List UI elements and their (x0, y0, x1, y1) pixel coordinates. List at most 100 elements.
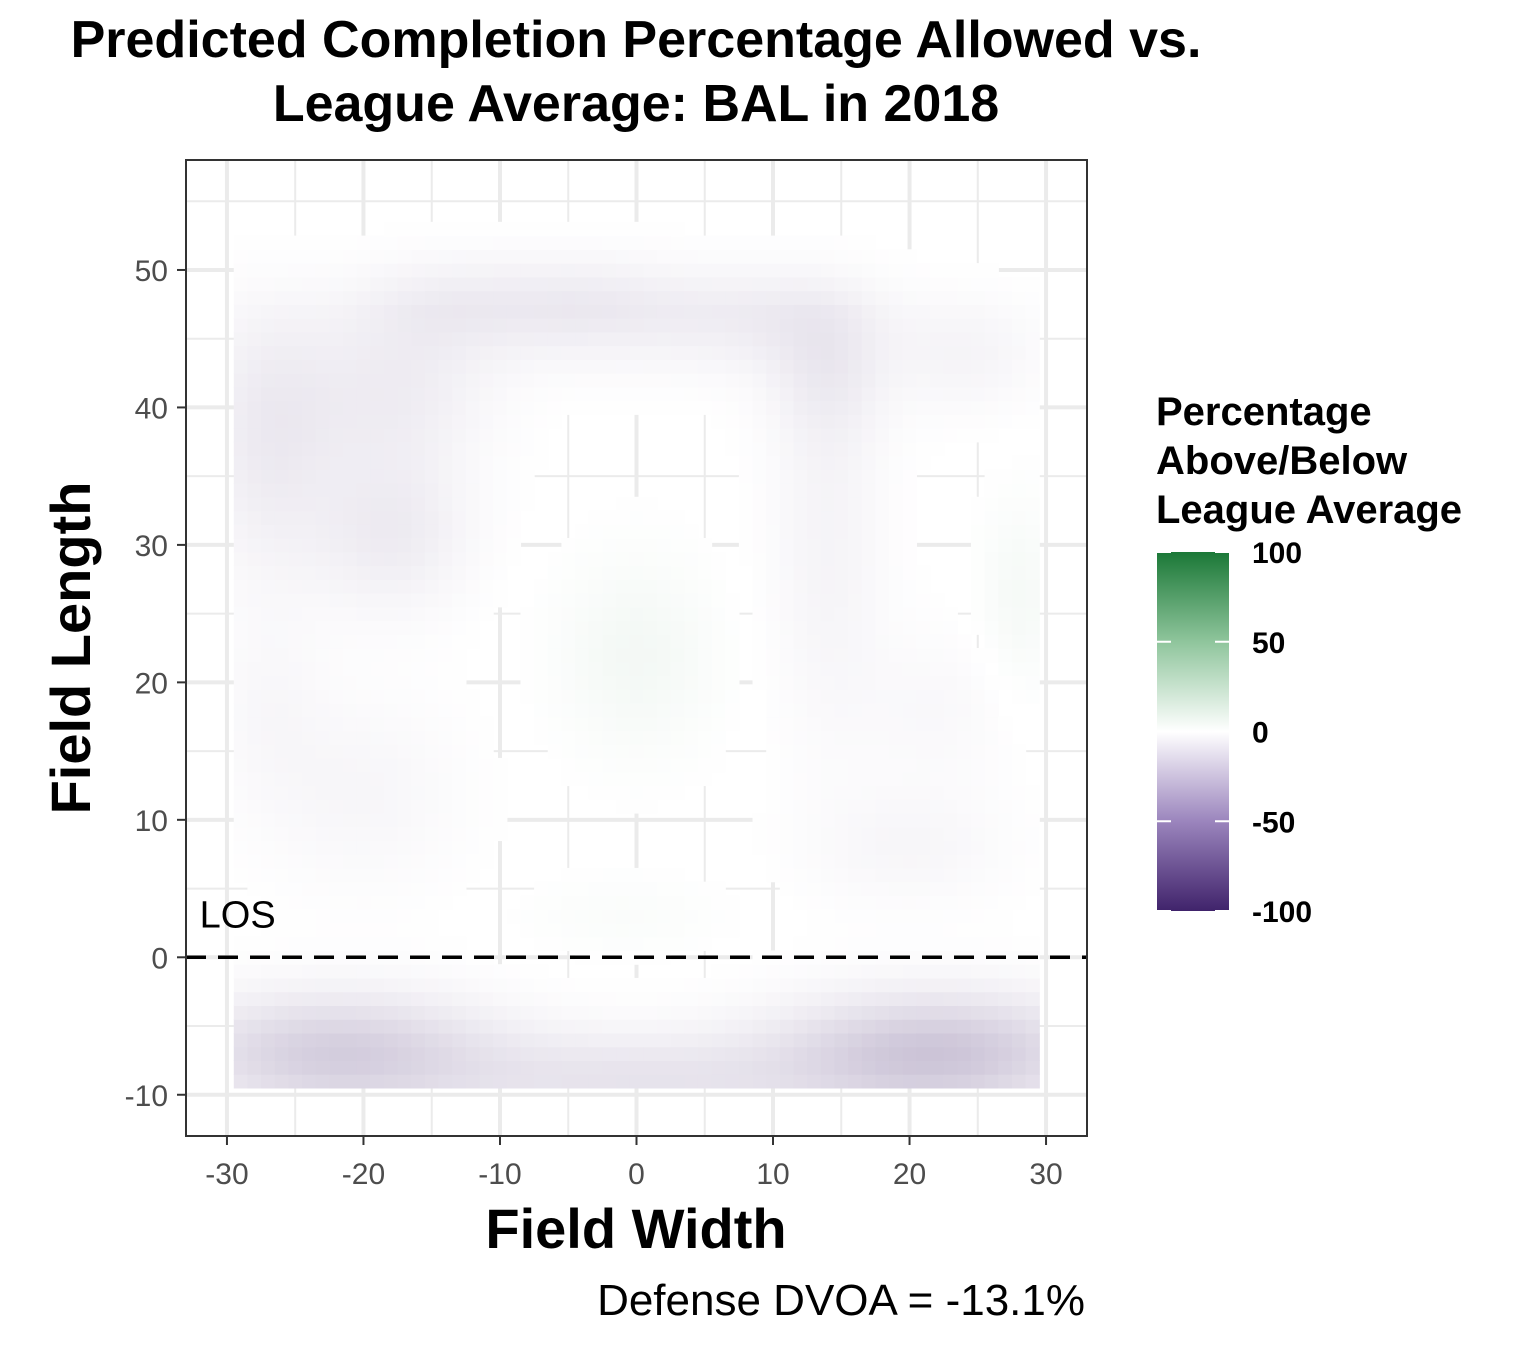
heat-tile (575, 977, 590, 993)
heat-tile (356, 593, 371, 608)
heat-tile (288, 661, 303, 677)
heat-tile (383, 716, 399, 732)
heat-tile (356, 689, 371, 704)
heat-tile (684, 538, 699, 553)
heat-tile (302, 964, 317, 979)
heat-tile (274, 730, 289, 745)
heat-tile (274, 359, 289, 374)
heat-tile (465, 318, 481, 333)
heat-tile (807, 400, 822, 415)
heat-tile (970, 414, 986, 429)
heat-tile (370, 469, 385, 484)
heat-tile (261, 771, 276, 787)
heat-tile (943, 950, 958, 965)
heat-tile (561, 771, 576, 787)
heat-tile (397, 1032, 412, 1048)
heat-tile (479, 510, 494, 525)
heat-tile (424, 950, 440, 965)
heat-tile (520, 318, 535, 333)
heat-tile (820, 593, 836, 608)
heat-tile (602, 318, 617, 333)
heat-tile (465, 785, 481, 800)
heat-tile (288, 854, 303, 869)
heat-tile (656, 524, 672, 539)
heat-tile (643, 757, 658, 773)
heat-tile (465, 331, 481, 347)
heat-tile (288, 936, 303, 952)
heat-tile (274, 276, 289, 292)
heat-tile (848, 235, 863, 250)
heat-tile (288, 441, 303, 457)
heat-tile (834, 744, 849, 759)
heat-tile (575, 675, 590, 690)
heat-tile (1025, 812, 1040, 828)
heat-tile (274, 331, 289, 347)
heat-tile (315, 854, 330, 869)
heat-tile (1011, 840, 1027, 855)
heat-tile (930, 318, 945, 333)
heat-tile (520, 276, 535, 292)
heat-tile (984, 771, 999, 787)
heat-tile (342, 661, 358, 677)
heat-tile (1011, 1060, 1027, 1075)
heat-tile (575, 716, 590, 732)
heat-tile (452, 606, 467, 622)
heat-tile (711, 689, 726, 704)
heat-tile (779, 744, 795, 759)
heat-tile (807, 799, 822, 814)
heat-tile (834, 977, 849, 993)
heat-tile (465, 730, 481, 745)
heat-tile (274, 1060, 289, 1075)
heat-tile (970, 771, 986, 787)
heat-tile (943, 1032, 958, 1048)
heat-tile (274, 373, 289, 388)
heat-tile (1025, 826, 1040, 842)
heat-tile (274, 496, 289, 512)
heat-tile (711, 977, 726, 993)
heat-tile (274, 524, 289, 539)
heat-tile (930, 716, 945, 732)
heat-tile (752, 565, 767, 580)
heat-tile (656, 977, 672, 993)
heat-tile (506, 386, 522, 402)
heat-tile (329, 290, 344, 305)
heat-tile (274, 386, 289, 402)
heat-tile (916, 785, 931, 800)
heat-tile (315, 290, 330, 305)
heat-tile (329, 964, 344, 979)
heat-tile (670, 661, 685, 677)
heat-tile (534, 1046, 549, 1061)
heat-tile (370, 702, 385, 718)
heat-tile (438, 263, 453, 278)
heat-tile (861, 249, 877, 264)
heat-tile (561, 909, 576, 924)
heat-tile (943, 716, 958, 732)
heat-tile (779, 235, 795, 250)
heat-tile (930, 1046, 945, 1061)
heat-tile (547, 895, 563, 910)
heat-tile (725, 373, 740, 388)
heat-tile (342, 524, 358, 539)
heat-tile (848, 964, 863, 979)
heat-tile (957, 318, 972, 333)
heat-tile (670, 510, 685, 525)
heat-tile (670, 922, 685, 938)
heat-tile (970, 373, 986, 388)
heat-tile (779, 1074, 795, 1089)
heat-tile (684, 909, 699, 924)
heat-tile (479, 840, 494, 855)
heat-tile (616, 331, 631, 347)
heat-tile (820, 991, 836, 1007)
heat-tile (889, 496, 904, 512)
heat-tile (684, 290, 699, 305)
heat-tile (738, 977, 754, 993)
heat-tile (274, 249, 289, 264)
heat-tile (506, 1005, 522, 1020)
heat-tile (670, 331, 685, 347)
heat-tile (984, 689, 999, 704)
heat-tile (793, 373, 808, 388)
heat-tile (302, 263, 317, 278)
heat-tile (370, 606, 385, 622)
heat-tile (342, 579, 358, 594)
heat-tile (465, 386, 481, 402)
